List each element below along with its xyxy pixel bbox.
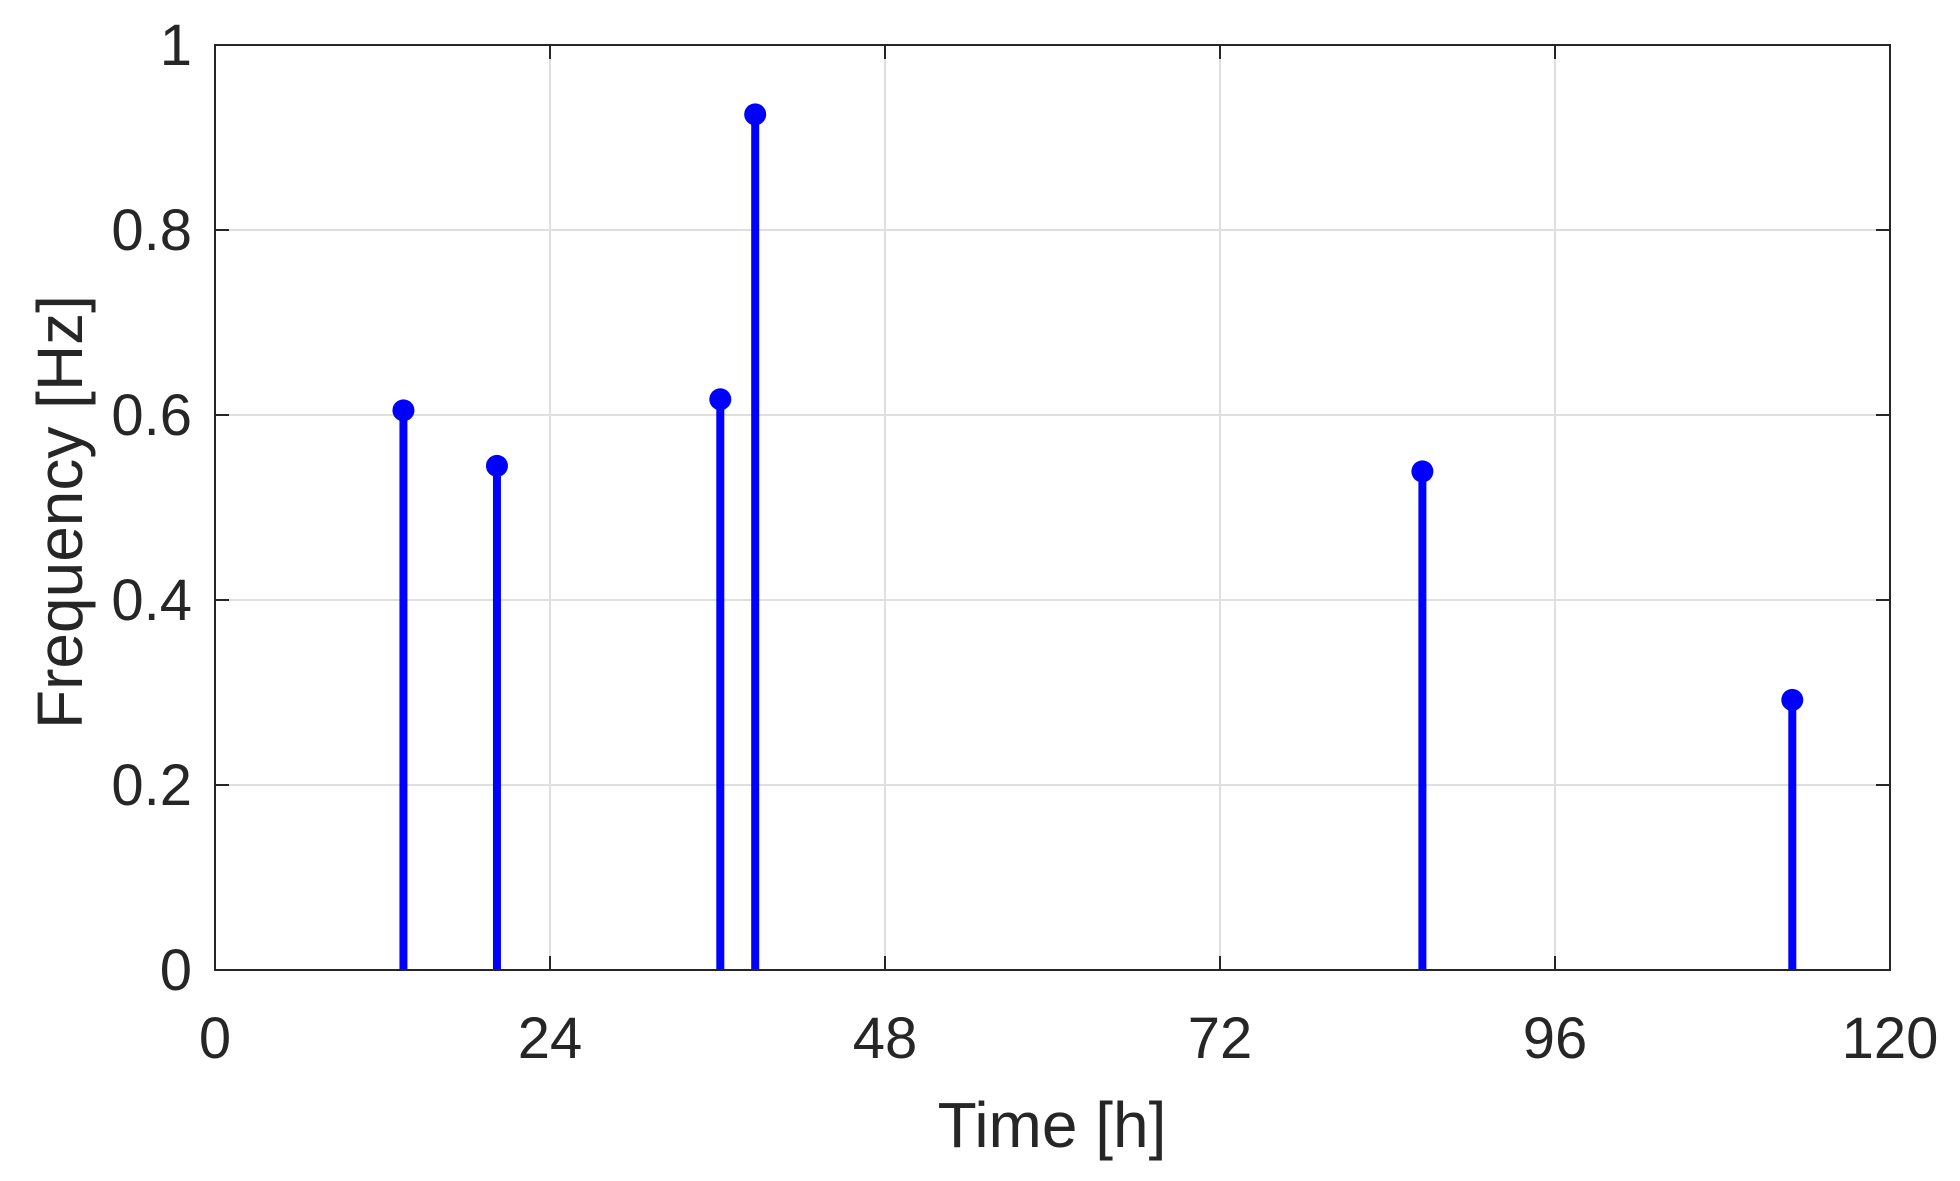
y-tick-label: 0.8 bbox=[111, 198, 192, 263]
y-tick-label: 1 bbox=[160, 13, 192, 78]
y-tick-label: 0.6 bbox=[111, 383, 192, 448]
x-axis-label: Time [h] bbox=[938, 1089, 1167, 1161]
y-tick-label: 0.2 bbox=[111, 753, 192, 818]
x-tick-label: 96 bbox=[1523, 1006, 1588, 1071]
grid bbox=[215, 45, 1890, 970]
axis-ticks bbox=[214, 44, 1891, 971]
x-tick-labels: 0 24 48 72 96 120 bbox=[199, 1006, 1939, 1071]
stem-series bbox=[392, 103, 1804, 970]
stem-marker bbox=[1781, 688, 1804, 711]
x-tick-label: 0 bbox=[199, 1006, 231, 1071]
axes-box bbox=[214, 44, 1891, 971]
x-tick-label: 120 bbox=[1842, 1006, 1939, 1071]
plot-area bbox=[215, 45, 1890, 970]
y-axis-label: Frequency [Hz] bbox=[24, 295, 96, 729]
y-tick-label: 0 bbox=[160, 938, 192, 1003]
stem-marker bbox=[392, 399, 415, 422]
y-tick-labels: 0 0.2 0.4 0.6 0.8 1 bbox=[111, 13, 192, 1003]
stem-marker bbox=[744, 103, 767, 126]
stem-marker bbox=[1411, 460, 1434, 483]
x-tick-label: 48 bbox=[853, 1006, 918, 1071]
x-tick-label: 24 bbox=[518, 1006, 583, 1071]
stem-marker bbox=[485, 454, 508, 477]
stem-marker bbox=[709, 388, 732, 411]
y-tick-label: 0.4 bbox=[111, 568, 192, 633]
x-tick-label: 72 bbox=[1188, 1006, 1253, 1071]
